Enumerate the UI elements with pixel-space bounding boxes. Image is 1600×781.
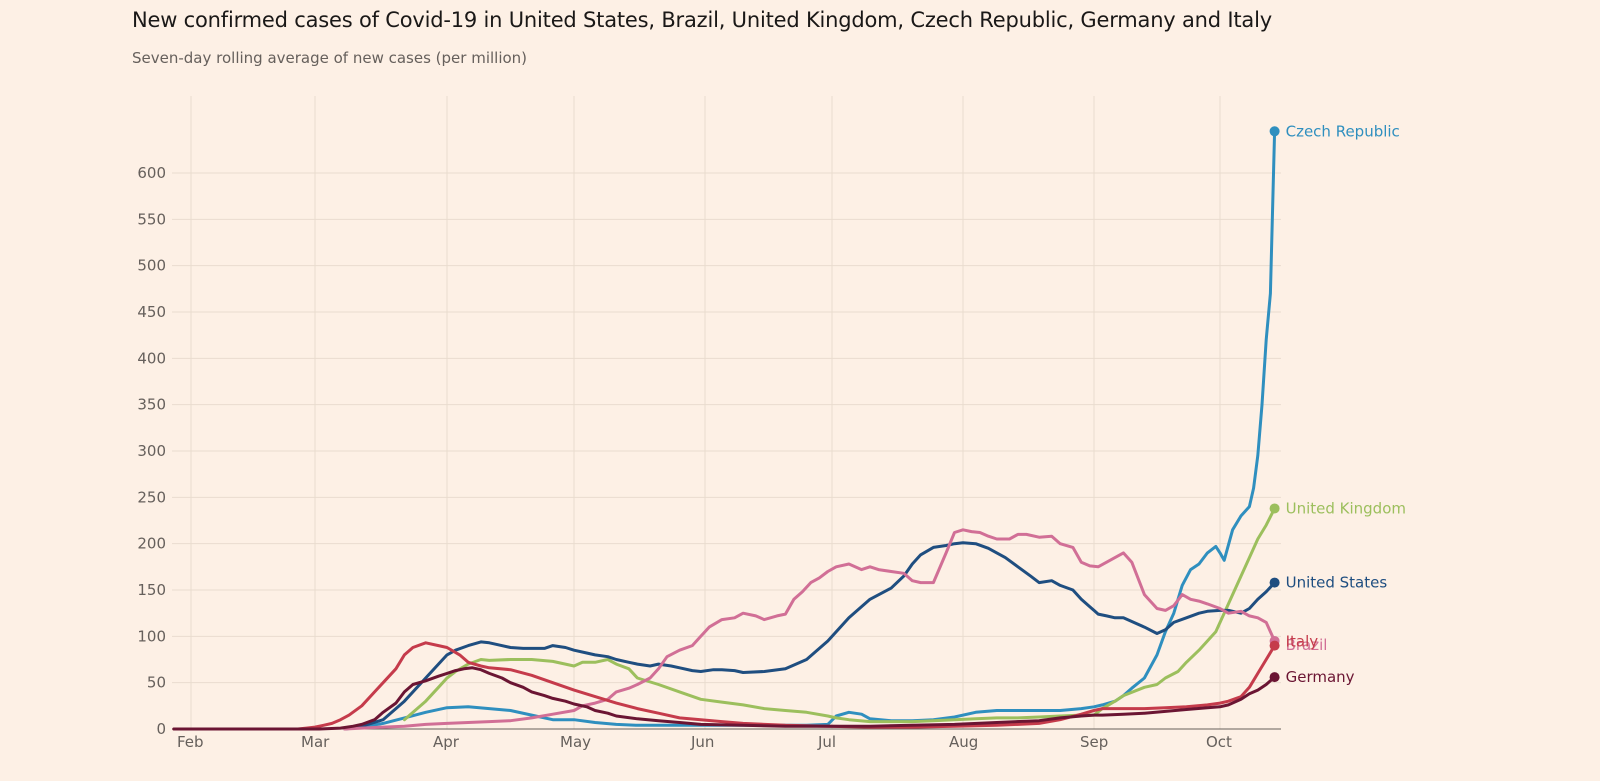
series-line-brazil <box>343 528 1277 731</box>
y-tick-label: 400 <box>137 349 166 367</box>
x-tick-label: Feb <box>177 733 204 751</box>
series-endpoint-germany <box>1269 672 1280 683</box>
x-tick-label: Jun <box>690 733 714 751</box>
series-endpoint-italy <box>1269 640 1280 651</box>
y-tick-label: 600 <box>137 164 166 182</box>
series-line-united-states <box>343 541 1277 731</box>
series-label-united-states: United States <box>1286 574 1388 592</box>
series-label-italy: Italy <box>1286 633 1319 651</box>
y-tick-label: 350 <box>137 396 166 414</box>
x-tick-label: Oct <box>1206 733 1232 751</box>
y-tick-label: 150 <box>137 581 166 599</box>
x-tick-label: May <box>560 733 591 751</box>
series-label-czech-republic: Czech Republic <box>1286 122 1400 140</box>
y-tick-label: 250 <box>137 488 166 506</box>
x-tick-label: Mar <box>301 733 330 751</box>
y-tick-label: 50 <box>147 674 166 692</box>
series-line-italy <box>172 641 1277 731</box>
series-label-brazil: Brazil <box>1286 636 1328 654</box>
y-tick-label: 550 <box>137 210 166 228</box>
y-tick-label: 200 <box>137 535 166 553</box>
x-axis: Feb Mar Apr May Jun Jul Aug Sep Oct <box>172 728 1281 751</box>
chart-subtitle: Seven-day rolling average of new cases (… <box>132 49 528 67</box>
gridlines <box>172 96 1281 729</box>
y-tick-label: 0 <box>156 720 166 738</box>
y-tick-label: 300 <box>137 442 166 460</box>
series-line-united-kingdom <box>402 506 1277 724</box>
series-line-czech-republic <box>343 129 1277 731</box>
x-tick-label: Jul <box>817 733 836 751</box>
x-tick-label: Aug <box>949 733 978 751</box>
series-endpoint-united-kingdom <box>1269 503 1280 514</box>
series-endpoint-united-states <box>1269 577 1280 588</box>
chart-title: New confirmed cases of Covid-19 in Unite… <box>132 8 1272 32</box>
series-labels: Czech Republic United Kingdom United State… <box>1269 122 1406 686</box>
series-endpoint-czech-republic <box>1269 126 1280 137</box>
series-label-germany: Germany <box>1286 668 1355 686</box>
y-axis: 0 50 100 150 200 250 300 350 400 450 500 550 600 <box>137 164 166 738</box>
series-label-united-kingdom: United Kingdom <box>1286 499 1406 517</box>
x-tick-label: Apr <box>433 733 460 751</box>
y-tick-label: 450 <box>137 303 166 321</box>
series-lines <box>172 129 1277 731</box>
y-tick-label: 500 <box>137 257 166 275</box>
x-tick-label: Sep <box>1080 733 1108 751</box>
series-line-germany <box>172 666 1277 731</box>
y-tick-label: 100 <box>137 627 166 645</box>
